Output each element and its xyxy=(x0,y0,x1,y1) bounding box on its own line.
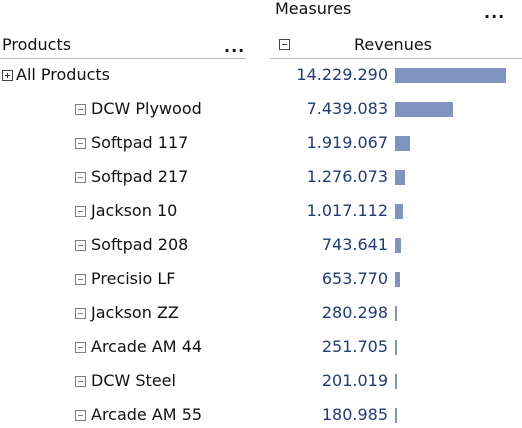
product-member-label[interactable]: Jackson ZZ xyxy=(91,303,179,322)
revenue-value: 1.017.112 xyxy=(306,201,388,220)
measures-label: Measures xyxy=(275,0,352,18)
products-menu-button[interactable]: ... xyxy=(224,37,246,56)
collapse-box-icon[interactable] xyxy=(75,104,86,115)
revenue-value: 1.276.073 xyxy=(306,167,388,186)
revenue-value: 14.229.290 xyxy=(296,65,388,84)
revenue-bar xyxy=(395,204,403,219)
products-header-label: Products xyxy=(2,35,72,54)
collapse-box-icon[interactable] xyxy=(75,240,86,251)
revenue-bar xyxy=(395,170,405,185)
revenue-bar xyxy=(395,306,397,321)
revenue-bar xyxy=(395,102,453,117)
product-member-label[interactable]: Precisio LF xyxy=(91,269,176,288)
products-header-divider xyxy=(0,58,246,59)
revenue-value: 180.985 xyxy=(321,405,388,424)
collapse-box-icon[interactable] xyxy=(75,342,86,353)
revenue-bar xyxy=(395,272,400,287)
revenue-bar xyxy=(395,408,397,423)
product-member-label[interactable]: Arcade AM 44 xyxy=(91,337,203,356)
revenue-value: 743.641 xyxy=(321,235,388,254)
measures-menu-button[interactable]: ... xyxy=(484,3,506,22)
revenue-value: 201.019 xyxy=(321,371,388,390)
measures-collapse-icon[interactable] xyxy=(279,39,290,50)
product-member-label[interactable]: Softpad 117 xyxy=(91,133,189,152)
revenue-bar xyxy=(395,136,410,151)
product-member-label[interactable]: Jackson 10 xyxy=(91,201,178,220)
collapse-box-icon[interactable] xyxy=(75,376,86,387)
product-member-label[interactable]: Softpad 217 xyxy=(91,167,189,186)
measures-header-divider xyxy=(270,58,522,59)
collapse-box-icon[interactable] xyxy=(75,410,86,421)
collapse-box-icon[interactable] xyxy=(75,206,86,217)
revenues-header-label: Revenues xyxy=(354,35,433,54)
product-member-label[interactable]: DCW Steel xyxy=(91,371,176,390)
collapse-box-icon[interactable] xyxy=(75,308,86,319)
revenue-value: 280.298 xyxy=(321,303,388,322)
revenue-value: 251.705 xyxy=(321,337,388,356)
product-member-label[interactable]: DCW Plywood xyxy=(91,99,202,118)
collapse-box-icon[interactable] xyxy=(75,138,86,149)
revenue-bar xyxy=(395,68,506,83)
collapse-box-icon[interactable] xyxy=(75,172,86,183)
revenue-value: 653.770 xyxy=(321,269,388,288)
revenue-bar xyxy=(395,374,397,389)
revenue-bar xyxy=(395,238,401,253)
collapse-box-icon[interactable] xyxy=(75,274,86,285)
product-member-label[interactable]: All Products xyxy=(16,65,111,84)
product-member-label[interactable]: Softpad 208 xyxy=(91,235,189,254)
revenue-value: 1.919.067 xyxy=(306,133,388,152)
revenue-bar xyxy=(395,340,397,355)
product-member-label[interactable]: Arcade AM 55 xyxy=(91,405,203,424)
expand-plus-icon[interactable] xyxy=(2,70,13,81)
revenue-value: 7.439.083 xyxy=(306,99,388,118)
